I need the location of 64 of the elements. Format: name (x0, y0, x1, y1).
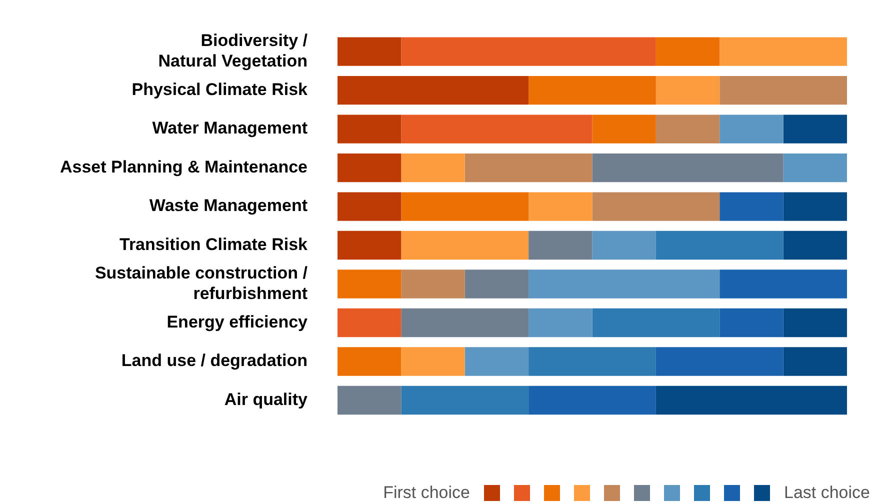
bar (592, 192, 720, 221)
bar (528, 347, 656, 376)
bar (528, 230, 592, 260)
bar (528, 308, 592, 338)
bar (401, 37, 656, 66)
bar (783, 308, 847, 338)
bar (337, 270, 402, 298)
bar (401, 192, 529, 221)
bar (337, 192, 402, 221)
y-tick-label: Air quality (224, 390, 308, 409)
bar (720, 37, 847, 66)
bar (401, 347, 465, 376)
bar (783, 230, 847, 260)
y-tick-label: Physical Climate Risk (132, 80, 308, 99)
bar (528, 270, 720, 298)
y-tick-label: Waste Management (149, 196, 308, 216)
bar (401, 230, 529, 260)
bar (783, 153, 847, 182)
bar (337, 153, 402, 182)
bar (401, 270, 465, 298)
bar (337, 347, 402, 376)
y-tick-label: Water Management (152, 118, 308, 138)
y-tick-label: Land use / degradation (121, 351, 308, 370)
bar (720, 114, 784, 144)
y-tick-label: Biodiversity / Natural Vegetation (158, 31, 308, 70)
bar (464, 347, 529, 376)
bar (592, 114, 656, 144)
bar (720, 192, 784, 221)
bar (464, 270, 529, 298)
y-tick-label: Sustainable construction / refurbishment (94, 263, 308, 303)
bar (464, 153, 592, 182)
bar (337, 114, 402, 144)
y-tick-label: Transition Climate Risk (119, 234, 308, 254)
bar (528, 76, 656, 105)
bar (528, 192, 592, 221)
bar (783, 192, 847, 221)
legend-label: Last choice (784, 483, 870, 503)
bar (337, 37, 402, 66)
bar (337, 230, 402, 260)
bar (592, 230, 656, 260)
bar (401, 386, 529, 415)
bar (337, 76, 529, 105)
bar (592, 153, 784, 182)
bar (783, 114, 847, 144)
bar (337, 308, 402, 338)
bar (656, 230, 784, 260)
bar (401, 114, 592, 144)
bar (656, 76, 720, 105)
bar (720, 308, 784, 338)
text: First choice (383, 483, 470, 503)
bar (656, 347, 784, 376)
bar (783, 347, 847, 376)
bar (720, 76, 847, 105)
bar (401, 308, 529, 338)
bar (656, 386, 847, 415)
bar (337, 386, 402, 415)
bar (656, 114, 720, 144)
bar (528, 386, 656, 415)
y-tick-label: Asset Planning & Maintenance (60, 157, 308, 176)
bar (656, 37, 720, 66)
bar (401, 153, 465, 182)
bar (720, 270, 847, 298)
bar (592, 308, 720, 338)
y-tick-label: Energy efficiency (166, 312, 308, 332)
